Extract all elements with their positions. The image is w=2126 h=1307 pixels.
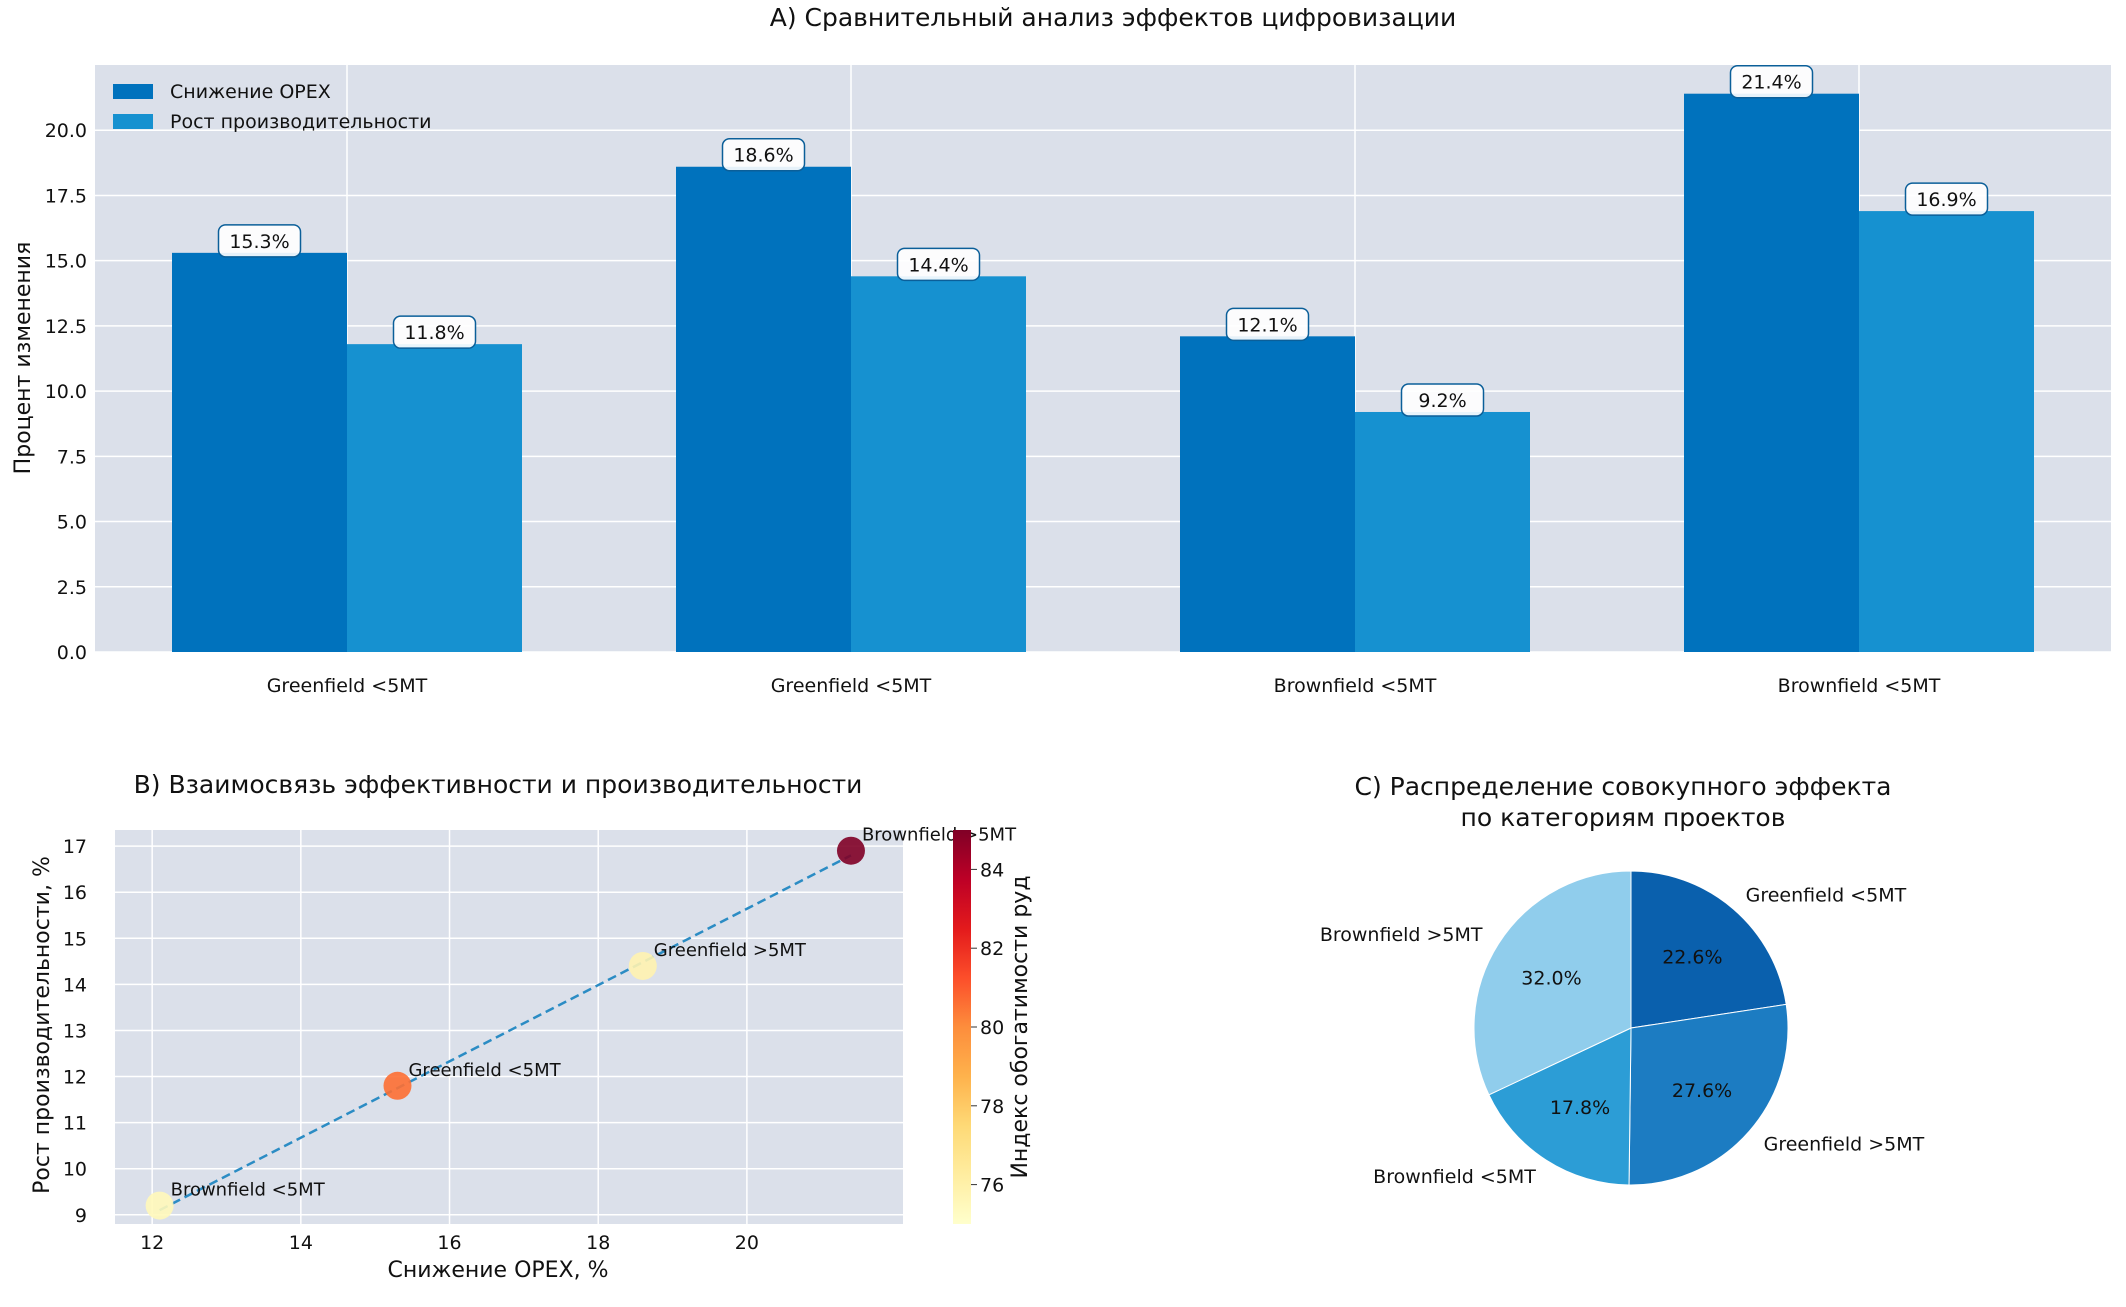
bar-productivity: [1859, 211, 2034, 652]
colorbar-label: Индекс обогатимости руд: [1008, 875, 1033, 1178]
bar-productivity: [851, 276, 1026, 652]
pie-pct-label: 17.8%: [1550, 1097, 1610, 1119]
pie-category-label: Brownfield >5MT: [1320, 924, 1483, 946]
colorbar: [953, 830, 971, 1224]
panel-a-y-tick-label: 20.0: [45, 120, 87, 142]
panel-a-y-tick-label: 17.5: [45, 185, 87, 207]
colorbar-tick-label: 82: [980, 938, 1004, 960]
panel-a-y-tick-label: 7.5: [57, 446, 87, 468]
pie-pct-label: 22.6%: [1662, 947, 1722, 969]
value-label-box: [1729, 64, 1814, 99]
value-label-box: [896, 247, 981, 282]
value-label: 14.4%: [908, 254, 968, 276]
pie-slice: [1628, 1003, 1789, 1186]
panel-a-y-tick-label: 5.0: [57, 512, 87, 534]
scatter-point: [383, 1071, 412, 1100]
bar-opex: [1684, 93, 1859, 653]
legend-swatch-opex: [113, 84, 153, 99]
legend-swatch-productivity: [113, 114, 153, 129]
pie-pct-label: 32.0%: [1521, 968, 1581, 990]
pie-category-label: Greenfield >5MT: [1764, 1133, 1925, 1155]
colorbar-tick-label: 78: [980, 1096, 1004, 1118]
value-label-box: [392, 315, 477, 349]
pie-slice: [1630, 870, 1787, 1029]
bar-productivity: [347, 344, 522, 652]
value-label: 11.8%: [404, 322, 464, 344]
regression-line: [159, 854, 852, 1212]
pie-pct-label: 27.6%: [1672, 1080, 1732, 1102]
value-label-box: [1904, 182, 1989, 216]
panel-a-x-tick-label: Brownfield <5MT: [1778, 675, 1941, 697]
pie-slice: [1488, 1027, 1632, 1186]
scatter-point-label: Greenfield >5MT: [654, 940, 807, 961]
panel-b-y-tick-label: 9: [75, 1205, 87, 1227]
panel-a-legend: Снижение OPEX Рост производительности: [113, 81, 432, 133]
bar-productivity: [1355, 411, 1530, 652]
panel-c-title-line-1: C) Распределение совокупного эффекта: [1355, 772, 1892, 801]
panel-a-x-tick-label: Greenfield <5MT: [267, 675, 428, 697]
panel-a-x-tick-label: Greenfield <5MT: [771, 675, 932, 697]
panel-b-x-tick-label: 18: [586, 1232, 610, 1254]
scatter-point-label: Greenfield <5MT: [408, 1060, 561, 1081]
value-label: 9.2%: [1418, 390, 1466, 412]
panel-b-x-tick-label: 20: [735, 1232, 759, 1254]
bar-opex: [172, 252, 347, 652]
bar-opex: [676, 166, 851, 652]
panel-a-y-tick-label: 15.0: [45, 251, 87, 273]
colorbar-tick-label: 84: [980, 859, 1004, 881]
scatter-point: [628, 951, 657, 980]
panel-a-y-tick-label: 10.0: [45, 381, 87, 403]
panel-a-y-axis-label: Процент изменения: [11, 242, 36, 475]
value-label-box: [1400, 383, 1485, 417]
value-label-box: [1225, 307, 1310, 342]
panel-b-y-tick-label: 11: [63, 1113, 87, 1135]
colorbar-tick-label: 76: [980, 1175, 1004, 1197]
scatter-point-label: Brownfield <5MT: [171, 1180, 326, 1201]
legend-label-productivity: Рост производительности: [170, 111, 432, 133]
panel-b-y-tick-label: 12: [63, 1067, 87, 1089]
panel-b-x-tick-label: 14: [289, 1232, 313, 1254]
value-label: 18.6%: [733, 145, 793, 167]
panel-b-y-axis-label: Рост производительности, %: [30, 856, 55, 1194]
panel-b-y-tick-label: 14: [63, 974, 87, 996]
panel-b-x-tick-label: 16: [437, 1232, 461, 1254]
panel-a-y-tick-label: 12.5: [45, 316, 87, 338]
panel-b-x-tick-label: 12: [140, 1232, 164, 1254]
value-label: 15.3%: [229, 231, 289, 253]
value-label-box: [217, 224, 302, 258]
panel-b-title: B) Взаимосвязь эффективности и производи…: [134, 770, 863, 799]
panel-a-title: A) Сравнительный анализ эффектов цифрови…: [770, 3, 1457, 32]
panel-c-pie-chart: C) Распределение совокупного эффекта по …: [1320, 772, 1925, 1188]
scatter-point-label: Brownfield >5MT: [862, 825, 1017, 846]
panel-c-title-line-2: по категориям проектов: [1461, 803, 1786, 832]
pie-category-label: Brownfield <5MT: [1373, 1166, 1536, 1188]
scatter-point: [836, 836, 865, 865]
value-label-box: [721, 137, 806, 172]
panel-b-x-axis-label: Снижение OPEX, %: [387, 1258, 608, 1283]
value-label: 12.1%: [1237, 314, 1297, 336]
panel-a-x-tick-label: Brownfield <5MT: [1274, 675, 1437, 697]
value-label: 16.9%: [1916, 189, 1976, 211]
panel-b-y-tick-label: 17: [63, 836, 87, 858]
bar-opex: [1180, 336, 1355, 652]
legend-label-opex: Снижение OPEX: [170, 81, 331, 103]
panel-a-bar-chart: A) Сравнительный анализ эффектов цифрови…: [11, 3, 2111, 697]
panel-b-y-tick-label: 13: [63, 1020, 87, 1042]
panel-b-y-tick-label: 16: [63, 882, 87, 904]
panel-b-scatter-chart: B) Взаимосвязь эффективности и производи…: [30, 770, 1033, 1283]
panel-a-y-tick-label: 2.5: [57, 577, 87, 599]
scatter-point: [145, 1191, 174, 1220]
pie-category-label: Greenfield <5MT: [1746, 885, 1907, 907]
colorbar-tick-label: 80: [980, 1017, 1004, 1039]
value-label: 21.4%: [1741, 72, 1801, 94]
pie-slice: [1473, 870, 1632, 1096]
panel-b-y-tick-label: 10: [63, 1159, 87, 1181]
panel-b-y-tick-label: 15: [63, 928, 87, 950]
panel-a-y-tick-label: 0.0: [57, 642, 87, 664]
